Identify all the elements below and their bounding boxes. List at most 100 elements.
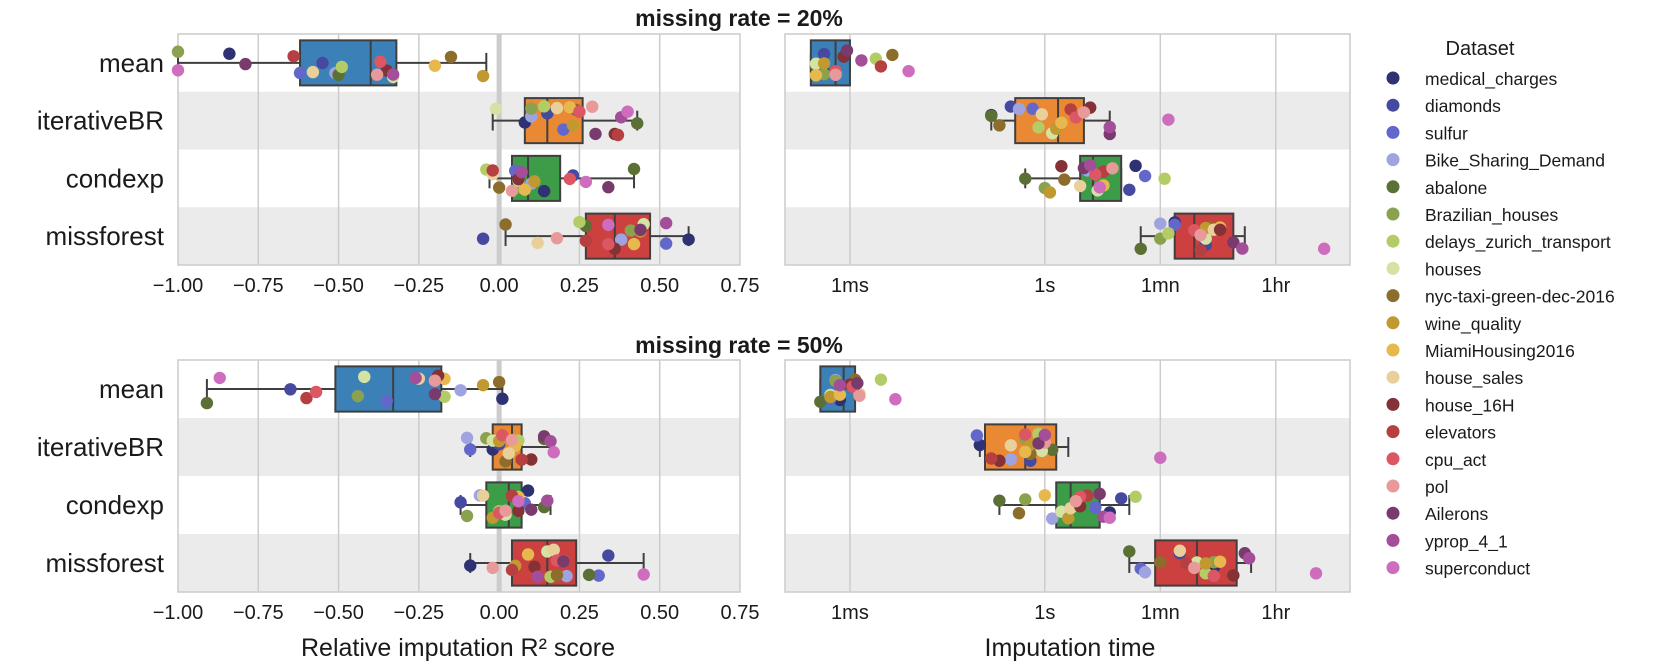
category-label-iterativeBR: iterativeBR — [37, 432, 164, 462]
point-missforest — [573, 215, 586, 229]
point-missforest — [1134, 242, 1147, 256]
point-mean — [380, 394, 393, 408]
point-iterativeBR — [573, 105, 586, 118]
point-mean — [428, 387, 442, 401]
legend-label: sulfur — [1425, 123, 1468, 143]
axes-frame — [177, 359, 741, 593]
point-missforest — [582, 568, 596, 582]
point-iterativeBR — [631, 117, 644, 130]
point-condexp — [1093, 181, 1106, 194]
point-condexp — [1103, 511, 1116, 524]
point-mean — [454, 384, 467, 397]
legend-label: house_sales — [1425, 368, 1524, 389]
band-missforest — [785, 534, 1350, 592]
point-mean — [293, 66, 307, 80]
point-condexp — [1089, 168, 1102, 181]
point-mean — [817, 47, 831, 61]
category-label-condexp: condexp — [66, 490, 164, 520]
legend-label: wine_quality — [1424, 314, 1522, 335]
point-iterativeBR — [550, 101, 564, 115]
point-missforest — [1227, 569, 1240, 582]
point-missforest — [528, 560, 541, 574]
x-tick-label: 1hr — [1261, 275, 1290, 297]
point-missforest — [1309, 567, 1323, 580]
point-missforest — [1188, 561, 1201, 575]
point-mean — [171, 64, 185, 77]
legend-label: cpu_act — [1425, 450, 1486, 471]
category-label-missforest: missforest — [46, 548, 165, 578]
point-mean — [200, 396, 214, 410]
point-mean — [428, 374, 442, 387]
x-tick-label: 1hr — [1261, 602, 1290, 624]
point-iterativeBR — [563, 101, 576, 114]
point-missforest — [531, 236, 544, 250]
x-tick-label: 1mn — [1141, 602, 1180, 624]
point-missforest — [602, 218, 615, 232]
x-tick-label: −0.50 — [313, 275, 364, 297]
axes-frame — [177, 33, 741, 266]
legend-label: Bike_Sharing_Demand — [1425, 151, 1605, 172]
point-mean — [300, 391, 313, 405]
point-mean — [496, 392, 509, 405]
x-tick-label: 1mn — [1141, 275, 1180, 297]
category-label-iterativeBR: iterativeBR — [37, 106, 164, 136]
point-missforest — [1242, 552, 1256, 565]
legend-marker — [1386, 370, 1400, 384]
point-iterativeBR — [502, 447, 515, 460]
point-missforest — [627, 237, 641, 251]
point-condexp — [512, 504, 525, 518]
x-tick-label: −0.75 — [233, 275, 284, 297]
x-tick-label: −0.25 — [394, 275, 445, 297]
point-mean — [824, 390, 837, 404]
point-condexp — [537, 184, 551, 198]
point-missforest — [1236, 242, 1249, 255]
point-missforest — [1213, 555, 1227, 568]
point-mean — [833, 388, 847, 401]
point-mean — [476, 69, 490, 83]
band-iterativeBR — [178, 91, 740, 150]
point-condexp — [1093, 487, 1106, 501]
point-mean — [428, 59, 442, 72]
point-iterativeBR — [464, 443, 477, 456]
legend-marker — [1386, 561, 1400, 575]
point-iterativeBR — [566, 119, 580, 132]
point-iterativeBR — [525, 102, 538, 115]
point-missforest — [521, 548, 535, 561]
x-tick-label: 0.00 — [480, 602, 519, 624]
legend-label: diamonds — [1425, 96, 1501, 116]
point-iterativeBR — [1162, 113, 1175, 126]
band-missforest — [785, 207, 1350, 265]
point-iterativeBR — [993, 119, 1006, 132]
point-condexp — [1089, 501, 1102, 514]
x-tick-label: 0.25 — [560, 275, 599, 297]
point-condexp — [541, 494, 554, 507]
legend-label: abalone — [1425, 178, 1487, 198]
point-missforest — [560, 569, 573, 583]
point-missforest — [614, 233, 628, 246]
legend-label: houses — [1425, 259, 1482, 279]
point-missforest — [637, 568, 650, 581]
legend-marker — [1386, 98, 1400, 112]
point-condexp — [1138, 169, 1152, 183]
x-tick-label: 1ms — [831, 275, 869, 297]
point-mean — [370, 68, 384, 81]
box-mean — [334, 365, 443, 413]
point-mean — [358, 370, 371, 384]
point-condexp — [1114, 492, 1128, 505]
point-missforest — [499, 218, 512, 231]
point-missforest — [624, 224, 638, 237]
legend-marker — [1386, 180, 1400, 194]
x-tick-label: 0.75 — [721, 275, 760, 297]
point-mean — [444, 50, 458, 64]
legend-marker — [1386, 125, 1400, 139]
legend-label: MiamiHousing2016 — [1425, 341, 1575, 361]
point-iterativeBR — [515, 453, 528, 466]
axes-frame — [784, 33, 1351, 266]
point-missforest — [1199, 557, 1212, 570]
title-50: missing rate = 50% — [635, 332, 843, 358]
point-missforest — [1227, 236, 1240, 249]
point-missforest — [557, 555, 570, 568]
point-iterativeBR — [1004, 452, 1018, 466]
x-tick-label: 1s — [1034, 602, 1055, 624]
point-missforest — [634, 223, 647, 237]
